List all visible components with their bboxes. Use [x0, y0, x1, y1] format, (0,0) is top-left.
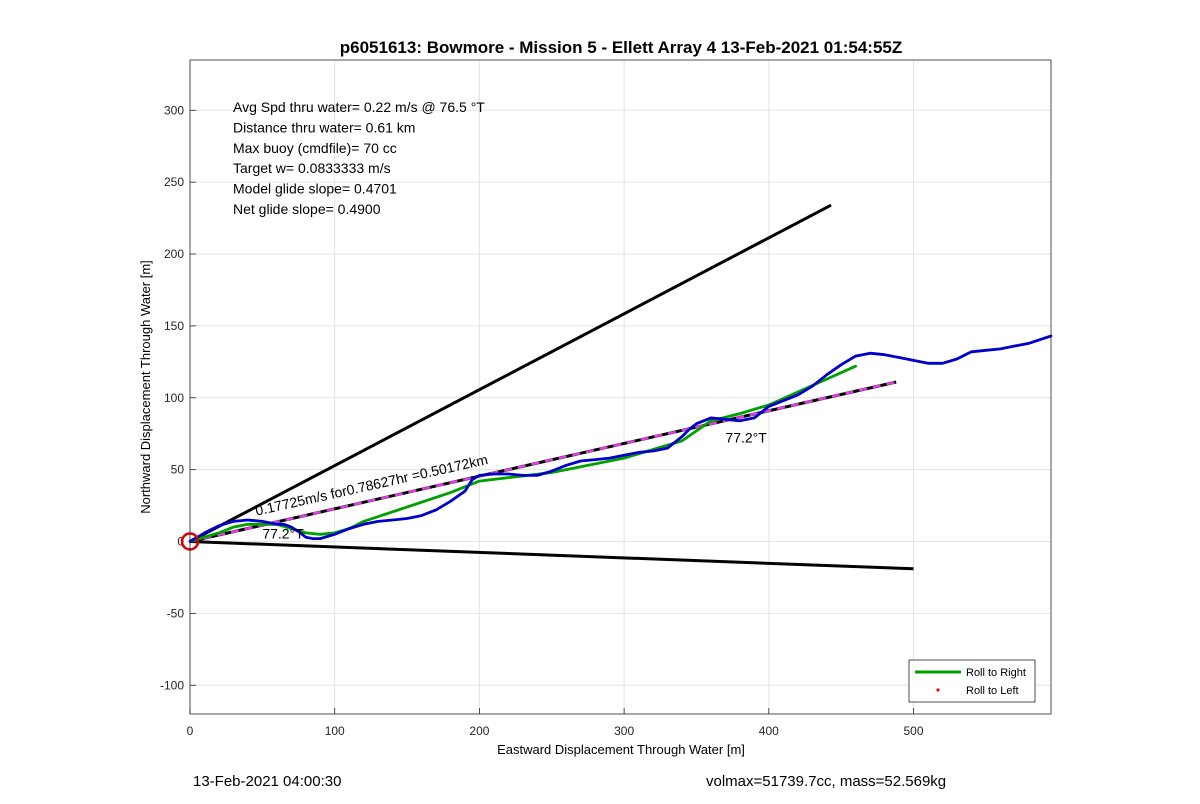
legend-box: [908, 659, 1036, 703]
x-axis-label: Eastward Displacement Through Water [m]: [497, 742, 745, 757]
plot-frame: [189, 59, 1052, 715]
stats-line: Distance thru water= 0.61 km: [233, 119, 415, 135]
y-tick-label: 150: [164, 319, 184, 333]
legend-swatch-dot: [936, 688, 940, 692]
y-tick-label: 250: [164, 175, 184, 189]
y-axis-label: Northward Displacement Through Water [m]: [138, 260, 153, 514]
reference-line-lower-bound: [189, 540, 914, 571]
footer-timestamp: 13-Feb-2021 04:00:30: [193, 773, 342, 790]
legend: Roll to Right Roll to Left: [908, 659, 1036, 703]
y-tick-label: 100: [164, 391, 184, 405]
stats-line: Max buoy (cmdfile)= 70 cc: [233, 140, 397, 156]
y-tick-label: 300: [164, 103, 184, 117]
annotation-text: 77.2°T: [262, 526, 304, 542]
y-tick-label: 50: [171, 463, 185, 477]
y-tick-label: -50: [167, 606, 185, 620]
plot-area: [190, 60, 1051, 714]
y-tick-label: -100: [160, 678, 184, 692]
x-tick-label: 500: [904, 724, 924, 738]
x-tick-label: 200: [469, 724, 489, 738]
stats-line: Model glide slope= 0.4701: [233, 181, 397, 197]
footer-mass-info: volmax=51739.7cc, mass=52.569kg: [706, 773, 947, 790]
reference-line-upper-bound: [189, 203, 832, 543]
legend-label: Roll to Left: [966, 685, 1019, 697]
annotation-text: 77.2°T: [725, 429, 767, 445]
plot-lines: [180, 203, 1053, 571]
chart-title: p6051613: Bowmore - Mission 5 - Ellett A…: [340, 38, 903, 57]
series-line: [188, 334, 1053, 543]
stats-line: Avg Spd thru water= 0.22 m/s @ 76.5 °T: [233, 99, 485, 115]
axes: 0 100 200 300 400 500-100-5005010015020025030…: [160, 103, 924, 738]
series-line: [188, 364, 857, 543]
reference-line-net-track-dash: [189, 380, 897, 543]
x-tick-label: 0: [187, 724, 194, 738]
stats-line: Target w= 0.0833333 m/s: [233, 160, 391, 176]
stats-box: Avg Spd thru water= 0.22 m/s @ 76.5 °T Di…: [233, 99, 485, 217]
x-tick-label: 400: [759, 724, 779, 738]
stats-line: Net glide slope= 0.4900: [233, 201, 381, 217]
grid: [189, 60, 1051, 714]
x-tick-label: 100: [325, 724, 345, 738]
legend-label: Roll to Right: [966, 667, 1026, 679]
y-tick-label: 200: [164, 247, 184, 261]
x-tick-label: 300: [614, 724, 634, 738]
